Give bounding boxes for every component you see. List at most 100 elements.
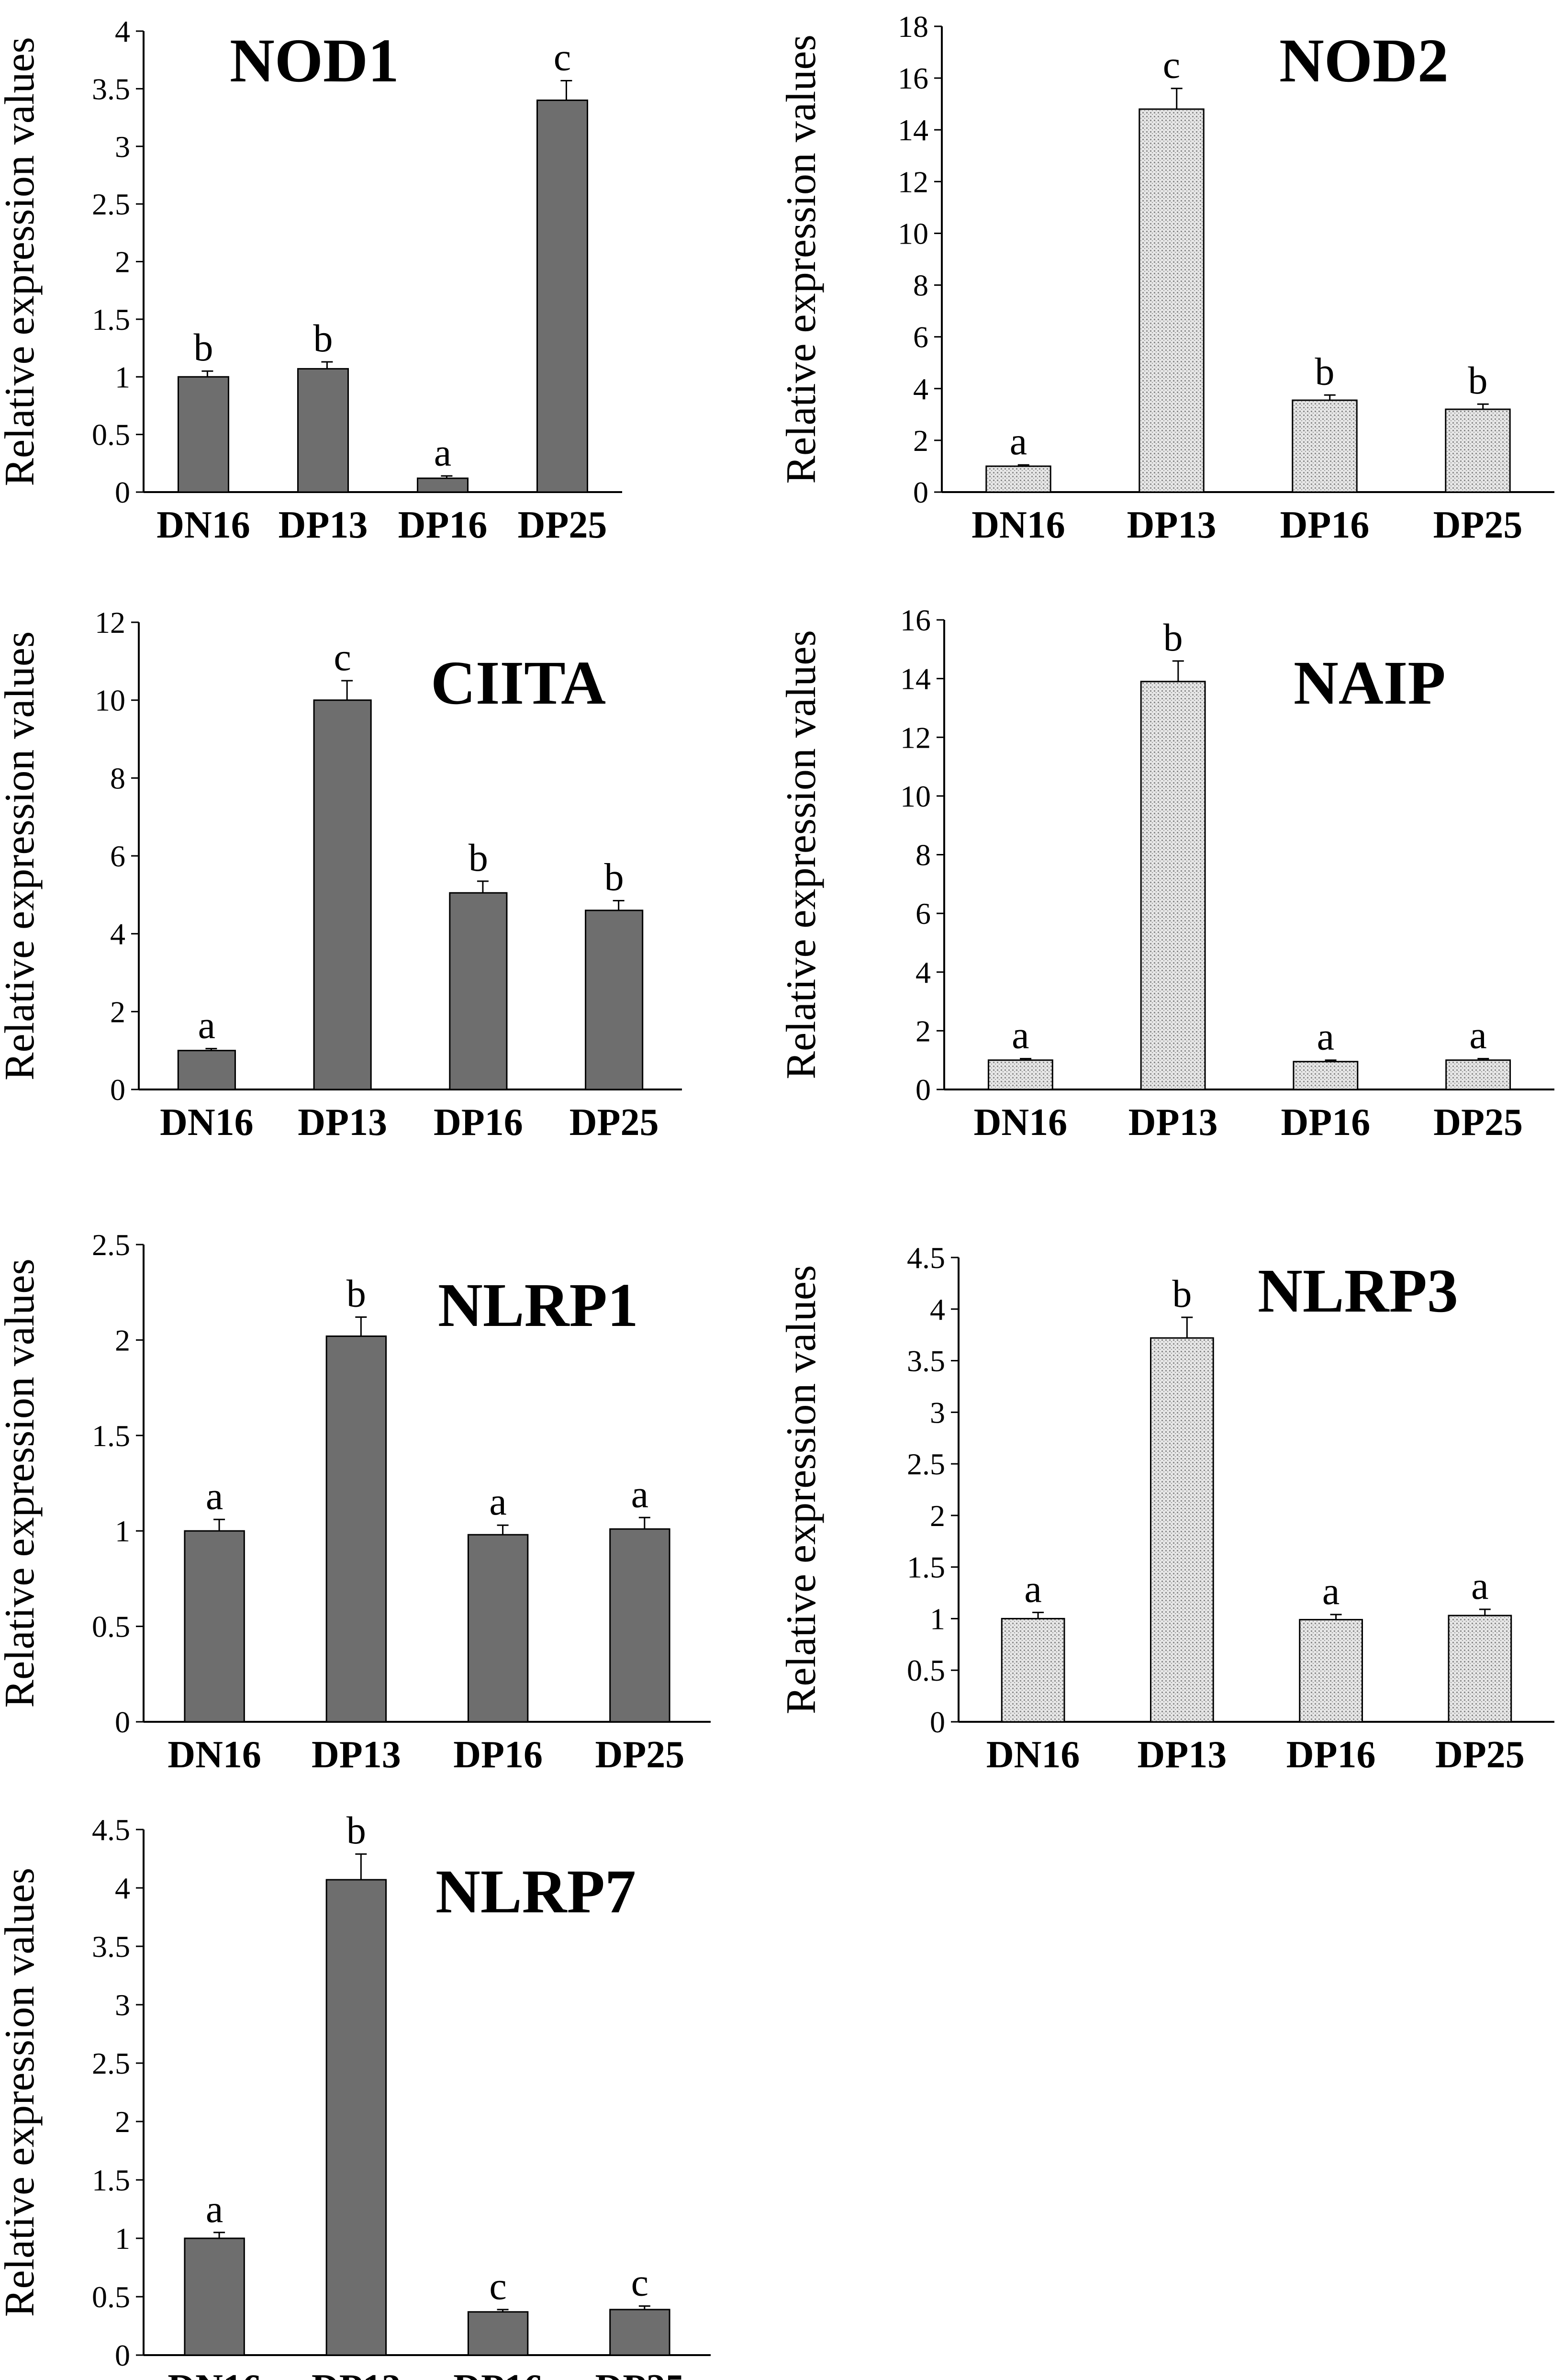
x-tick-label: DP16: [1281, 1101, 1371, 1144]
y-tick-label: 4: [115, 1871, 130, 1905]
bar-dp13: [1139, 108, 1205, 493]
significance-letter: c: [1163, 43, 1180, 87]
significance-letter: a: [206, 1474, 223, 1517]
chart-title: CIITA: [431, 649, 606, 718]
bar-dp25: [536, 99, 588, 493]
x-tick-label: DP25: [518, 504, 607, 546]
y-tick-label: 3: [115, 130, 130, 164]
y-tick-label: 2.5: [92, 187, 130, 221]
chart-ciita: Relative expression values 0 2 4 6 8 10 12 a DN16…: [0, 606, 682, 1144]
x-tick-label: DP25: [595, 2367, 685, 2380]
x-tick-label: DP16: [434, 1101, 523, 1144]
y-tick-label: 12: [898, 165, 928, 199]
y-tick-label: 8: [110, 761, 125, 795]
x-tick-label: DP25: [595, 1734, 685, 1771]
bar-dn16: [184, 1530, 245, 1723]
x-tick-label: DN16: [986, 1734, 1080, 1771]
significance-letter: b: [1468, 359, 1488, 402]
bar-dp16: [1299, 1619, 1363, 1723]
y-tick-label: 16: [898, 61, 928, 95]
bar-dn16: [985, 465, 1051, 493]
bar-dp16: [417, 477, 469, 493]
significance-letter: a: [1322, 1569, 1340, 1613]
x-tick-label: DP25: [569, 1101, 659, 1144]
y-tick-label: 2.5: [92, 2046, 130, 2080]
significance-letter: b: [1163, 616, 1183, 659]
y-tick-label: 0: [110, 1073, 125, 1107]
y-tick-label: 0: [115, 2338, 130, 2372]
y-axis-label: Relative expression values: [782, 34, 825, 483]
y-tick-label: 1: [930, 1602, 945, 1636]
y-axis-label: Relative expression values: [782, 630, 825, 1079]
x-tick-label: DP13: [1138, 1734, 1227, 1771]
y-tick-label: 0: [115, 475, 130, 509]
significance-letter: a: [434, 430, 451, 474]
y-tick-label: 0.5: [907, 1653, 945, 1687]
y-tick-label: 14: [898, 113, 928, 147]
significance-letter: b: [1172, 1272, 1192, 1315]
chart-nlrp1: Relative expression values 0 0.5 1 1.5 2 2.5 a D…: [0, 1228, 711, 1771]
x-tick-label: DP13: [279, 504, 368, 546]
y-axis-label: Relative expression values: [0, 631, 43, 1080]
y-tick-label: 6: [915, 897, 931, 931]
y-tick-label: 4: [110, 917, 125, 951]
y-tick-label: 1.5: [92, 1419, 130, 1453]
y-tick-label: 0.5: [92, 1610, 130, 1644]
y-tick-label: 0: [913, 475, 928, 509]
y-tick-label: 18: [898, 10, 928, 44]
x-tick-label: DN16: [974, 1101, 1068, 1144]
x-tick-label: DP16: [1280, 504, 1370, 546]
bar-dp16: [1292, 399, 1358, 493]
y-tick-label: 4.5: [907, 1241, 945, 1275]
bar-dp16: [467, 1534, 529, 1723]
bar-dn16: [184, 2237, 245, 2356]
x-tick-label: DP13: [312, 2367, 401, 2380]
significance-letter: a: [1012, 1013, 1029, 1057]
significance-letter: b: [604, 855, 624, 899]
y-tick-label: 2.5: [907, 1447, 945, 1481]
chart-naip: Relative expression values 0 2 4 6 8 10 12 14 16 a…: [782, 603, 1554, 1144]
significance-letter: b: [346, 1808, 366, 1852]
bar-dp25: [585, 909, 644, 1090]
y-tick-label: 8: [913, 269, 928, 303]
significance-letter: c: [554, 35, 571, 79]
y-tick-label: 1.5: [907, 1550, 945, 1584]
bar-dp13: [297, 368, 349, 493]
bar-dp16: [467, 2311, 529, 2356]
y-tick-label: 14: [900, 662, 931, 696]
significance-letter: a: [631, 1472, 648, 1516]
y-tick-label: 4: [115, 14, 130, 48]
significance-letter: a: [198, 1003, 215, 1047]
y-tick-label: 12: [95, 606, 125, 640]
bar-dn16: [1001, 1617, 1065, 1723]
significance-letter: a: [206, 2187, 223, 2231]
x-tick-label: DP16: [453, 2367, 543, 2380]
y-tick-label: 10: [898, 216, 928, 250]
y-axis-label: Relative expression values: [782, 1265, 825, 1714]
significance-letter: b: [1315, 349, 1335, 393]
chart-title: NAIP: [1294, 649, 1446, 718]
y-tick-label: 2: [115, 245, 130, 279]
significance-letter: a: [1471, 1564, 1488, 1607]
significance-letter: b: [194, 326, 213, 369]
significance-letter: b: [346, 1272, 366, 1315]
y-tick-label: 4: [915, 955, 931, 989]
significance-letter: a: [1469, 1013, 1486, 1057]
y-tick-label: 6: [110, 839, 125, 873]
y-tick-label: 2.5: [92, 1228, 130, 1262]
y-tick-label: 4.5: [92, 1813, 130, 1847]
y-tick-label: 3.5: [92, 72, 130, 106]
chart-nod1: Relative expression values 0 0.5 1 1.5 2 2.5 3 3…: [0, 14, 622, 546]
bar-dp25: [1448, 1615, 1512, 1723]
bar-dn16: [987, 1059, 1053, 1090]
x-tick-label: DP16: [1286, 1734, 1376, 1771]
y-axis-label: Relative expression values: [0, 1868, 43, 2317]
y-tick-label: 1: [115, 1514, 130, 1548]
y-tick-label: 8: [915, 838, 931, 872]
chart-nlrp7: Relative expression values 0 0.5 1 1.5 2 2.5 3 3…: [0, 1808, 711, 2380]
y-tick-label: 2: [115, 1323, 130, 1357]
x-tick-label: DP16: [453, 1734, 543, 1771]
significance-letter: a: [489, 1480, 506, 1523]
y-tick-label: 1.5: [92, 303, 130, 337]
x-tick-label: DP13: [298, 1101, 387, 1144]
